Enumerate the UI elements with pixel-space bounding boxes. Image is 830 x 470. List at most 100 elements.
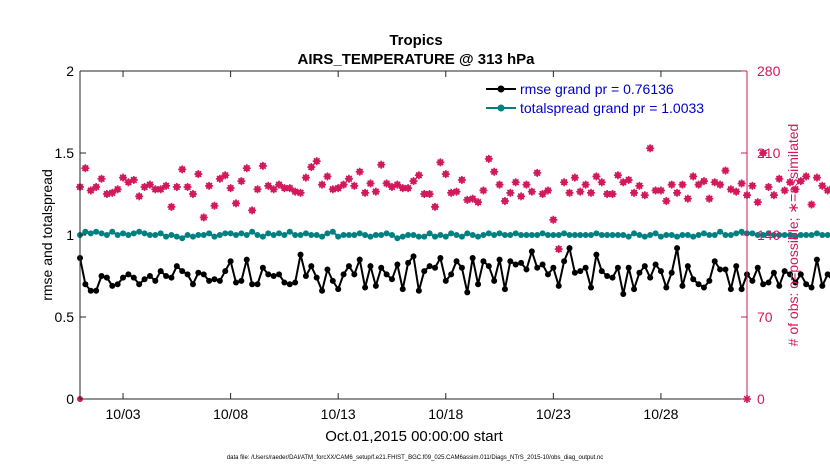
obs-assimilated-stroke [426,190,434,198]
spread-point [421,233,428,240]
obs-assimilated-stroke [168,203,175,211]
spread-point [378,232,385,238]
spread-point [738,228,745,235]
rmse-point [453,258,460,265]
spread-point [168,232,175,238]
obs-assimilated-stroke [490,168,498,176]
spread-point [787,232,794,238]
rmse-point [787,271,794,278]
obs-assimilated-point [699,177,708,186]
rmse-point [136,281,143,288]
obs-assimilated-stroke [458,176,466,184]
y-tick-label: 1 [66,227,74,243]
spread-point [598,232,605,238]
obs-assimilated-stroke [248,207,256,214]
obs-assimilated-point [382,179,391,188]
rmse-point [405,259,412,266]
rmse-point [372,282,379,289]
obs-assimilated-stroke [765,183,772,191]
rmse-point [232,279,239,286]
spread-point [523,232,530,238]
obs-assimilated-stroke [523,181,530,189]
spread-point [647,232,654,238]
spread-point [195,232,202,238]
obs-assimilated-stroke [781,187,789,194]
obs-assimilated-point [705,194,714,203]
rmse-point [711,258,718,265]
obs-assimilated-stroke [480,187,487,194]
obs-assimilated-stroke [393,181,401,189]
rmse-point [528,248,535,255]
obs-assimilated-stroke [286,184,294,192]
spread-point [571,232,578,238]
obs-assimilated-point [285,184,294,193]
spread-point [604,232,611,238]
rmse-point [458,264,465,271]
obs-assimilated-stroke [372,188,380,196]
spread-point [335,233,342,240]
obs-assimilated-stroke [420,190,428,198]
obs-assimilated-stroke [162,182,170,190]
obs-assimilated-point [436,158,445,167]
obs-assimilated-stroke [361,189,369,197]
spread-point [668,232,675,238]
obs-assimilated-point [533,168,542,177]
obs-assimilated-point [554,245,563,254]
spread-point [329,228,336,235]
obs-assimilated-stroke [307,163,315,171]
spread-point [308,232,315,238]
y-right-tick-label: 0 [757,391,765,407]
rmse-point [179,268,186,275]
obs-assimilated-point [716,180,725,189]
spread-point [539,230,546,237]
spread-point [776,232,783,238]
obs-assimilated-point [92,182,101,191]
obs-assimilated-stroke [340,181,347,189]
rmse-point [168,274,175,281]
rmse-point [103,274,110,281]
spread-point [238,230,245,237]
rmse-point [120,274,127,281]
spread-point [550,232,557,238]
rmse-point [410,253,417,260]
obs-assimilated-stroke [485,155,493,163]
legend-spread-marker [497,104,505,112]
spread-point [588,232,595,238]
rmse-point [173,263,180,270]
obs-assimilated-stroke [119,174,127,181]
obs-assimilated-stroke [549,216,557,224]
obs-assimilated-stroke [383,180,390,187]
obs-assimilated-point [613,171,622,180]
spread-point [652,230,659,237]
spread-point [432,233,439,240]
rmse-point [421,268,428,275]
rmse-point [109,282,116,289]
obs-assimilated-point [646,144,655,153]
obs-assimilated-stroke [135,192,143,200]
rmse-point [588,284,595,291]
legend: rmse grand pr = 0.76136 totalspread gran… [482,78,740,118]
obs-assimilated-point [307,163,316,172]
obs-assimilated-point [264,181,273,190]
spread-point [313,232,320,238]
obs-assimilated-stroke [474,198,482,206]
obs-assimilated-point [689,172,698,181]
obs-assimilated-point [678,180,687,189]
rmse-point [302,273,309,279]
obs-assimilated-stroke [356,168,364,176]
obs-assimilated-stroke [114,185,122,193]
obs-assimilated-point [560,178,569,187]
spread-point [276,230,283,237]
obs-assimilated-stroke [264,182,272,190]
rmse-point [281,279,288,286]
spread-point [593,230,600,237]
obs-assimilated-stroke [367,180,374,187]
rmse-point [206,277,213,284]
spread-point [114,232,121,238]
rmse-point [760,281,767,288]
spread-point [566,232,573,238]
rmse-point [614,264,621,271]
legend-rmse-marker [497,85,505,93]
spread-point [663,232,670,238]
